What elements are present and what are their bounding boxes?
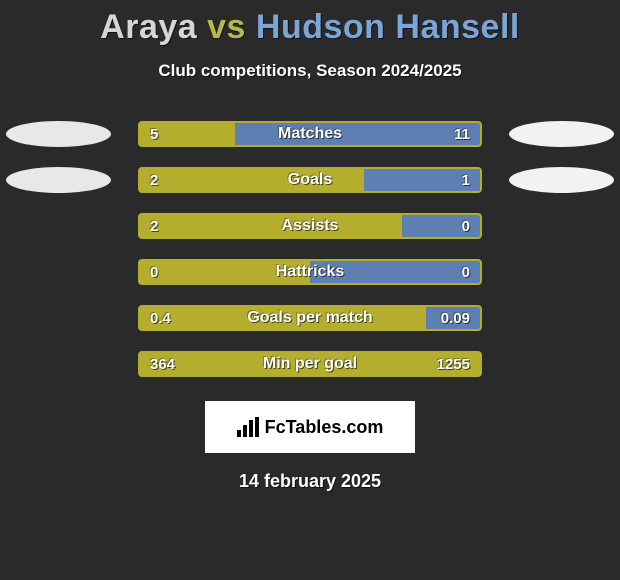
- title-player1: Araya: [100, 8, 197, 46]
- stat-label: Assists: [140, 215, 480, 237]
- title-player2: Hudson Hansell: [256, 8, 520, 46]
- stat-bar: 511Matches: [138, 121, 482, 147]
- stat-bar: 3641255Min per goal: [138, 351, 482, 377]
- stat-bar: 00Hattricks: [138, 259, 482, 285]
- player2-badge: [509, 167, 614, 193]
- player1-badge: [6, 167, 111, 193]
- subtitle: Club competitions, Season 2024/2025: [0, 61, 620, 81]
- bar-chart-icon: [237, 417, 259, 437]
- stat-bar: 20Assists: [138, 213, 482, 239]
- stat-label: Matches: [140, 123, 480, 145]
- comparison-rows: 511Matches 21Goals 20Assists 00Hattricks 0.4…: [0, 111, 620, 387]
- stat-row: 00Hattricks: [0, 249, 620, 295]
- page-title: Araya vs Hudson Hansell: [0, 8, 620, 47]
- player1-badge: [6, 121, 111, 147]
- stat-row: 0.40.09Goals per match: [0, 295, 620, 341]
- brand-box: FcTables.com: [205, 401, 415, 453]
- brand-text: FcTables.com: [265, 417, 384, 438]
- stat-bar: 21Goals: [138, 167, 482, 193]
- title-vs: vs: [207, 8, 246, 46]
- stat-row: 21Goals: [0, 157, 620, 203]
- player2-badge: [509, 121, 614, 147]
- stat-row: 3641255Min per goal: [0, 341, 620, 387]
- stat-label: Hattricks: [140, 261, 480, 283]
- stat-label: Goals per match: [140, 307, 480, 329]
- comparison-infographic: Araya vs Hudson Hansell Club competition…: [0, 0, 620, 580]
- date-text: 14 february 2025: [0, 471, 620, 492]
- stat-row: 20Assists: [0, 203, 620, 249]
- stat-label: Min per goal: [140, 353, 480, 375]
- stat-row: 511Matches: [0, 111, 620, 157]
- stat-bar: 0.40.09Goals per match: [138, 305, 482, 331]
- stat-label: Goals: [140, 169, 480, 191]
